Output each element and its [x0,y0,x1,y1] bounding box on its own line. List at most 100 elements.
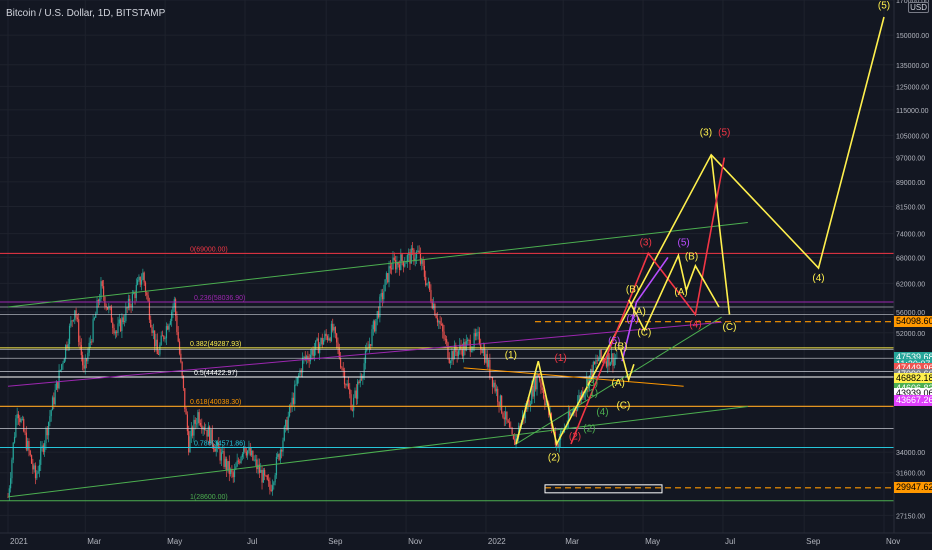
candle-body [467,339,469,342]
candle-body [446,339,448,343]
candle-body [205,429,207,431]
candle-body [50,410,52,417]
candle-body [421,259,423,264]
x-tick-label: Sep [806,537,821,546]
candle-body [337,342,339,348]
candle-body [138,276,140,281]
candle-body [350,394,352,410]
candle-body [447,342,449,359]
candle-body [557,443,559,448]
candle-body [231,468,233,473]
candle-body [116,331,118,333]
candle-body [537,374,539,377]
grid [0,0,894,533]
candle-body [357,381,359,399]
candle-body [114,331,116,334]
candle-body [312,349,314,356]
candle-body [292,397,295,404]
candle-body [28,441,30,451]
candle-body [61,364,63,370]
candle-body [477,331,479,333]
candle-body [575,410,577,411]
candle-body [175,299,177,316]
candle-body [470,350,473,352]
x-tick-label: 2022 [488,537,506,546]
candle-body [583,393,585,398]
candle-body [425,276,427,286]
candle-body [342,368,344,371]
candle-body [269,481,271,490]
candle-body [502,412,504,418]
elliott-label: (3) [640,237,652,248]
elliott-label: (5) [608,336,620,347]
y-tick-label: 52000.00 [896,331,925,338]
candle-body [117,323,119,333]
candle-body [503,417,505,420]
candle-body [140,279,143,285]
candle-body [32,463,34,470]
candle-body [118,319,120,324]
candles [7,241,618,501]
candle-body [579,395,581,400]
candle-body [53,397,55,405]
candle-body [248,447,250,451]
candle-body [429,281,431,291]
elliott-label: (5) [718,127,730,138]
candle-body [514,439,516,446]
candle-body [426,283,428,286]
fib-level-label: 0.618(40038.30) [190,399,241,406]
candle-body [102,286,105,297]
candle-body [389,266,391,269]
candle-body [431,301,433,309]
candle-body [539,376,541,381]
candle-body [320,337,322,345]
candle-body [423,265,425,277]
candle-body [164,338,166,340]
candle-body [494,382,496,392]
candle-body [127,298,130,309]
candle-body [422,259,424,266]
symbol-title: Bitcoin / U.S. Dollar, 1D, BITSTAMP [6,8,166,19]
candle-body [216,441,219,446]
candle-body [281,449,283,452]
fib-level-label: 0.236(58036.90) [194,295,245,302]
candle-body [612,353,614,366]
candle-body [215,445,217,452]
candle-body [599,350,601,360]
candle-body [578,395,580,402]
candle-body [113,327,115,334]
candle-body [358,381,360,383]
candle-body [518,425,520,437]
candle-body [172,306,174,312]
elliott-label: (4) [689,319,701,330]
wave-path [515,16,885,447]
candle-body [443,331,445,339]
candle-body [341,367,343,369]
candle-body [92,319,94,342]
candle-body [481,348,483,354]
candle-body [108,306,110,310]
candle-body [171,311,173,321]
candle-body [46,428,48,436]
y-tick-label: 105000.00 [896,133,929,140]
candle-body [169,320,171,325]
candle-body [21,418,24,420]
currency-badge[interactable]: USD [908,2,929,13]
price-tag: 29947.62 [894,482,932,494]
candle-body [294,384,296,404]
candle-body [440,324,443,325]
candle-body [364,350,367,364]
candle-body [247,450,249,456]
candle-body [173,299,175,307]
candle-body [120,319,122,332]
candle-body [603,358,605,362]
candle-body [452,351,454,360]
candle-body [59,369,61,371]
candle-body [65,344,67,359]
elliott-label: (A) [632,307,645,318]
candle-body [24,431,26,433]
candle-body [277,454,279,457]
candle-body [315,340,317,350]
candle-body [493,382,495,387]
